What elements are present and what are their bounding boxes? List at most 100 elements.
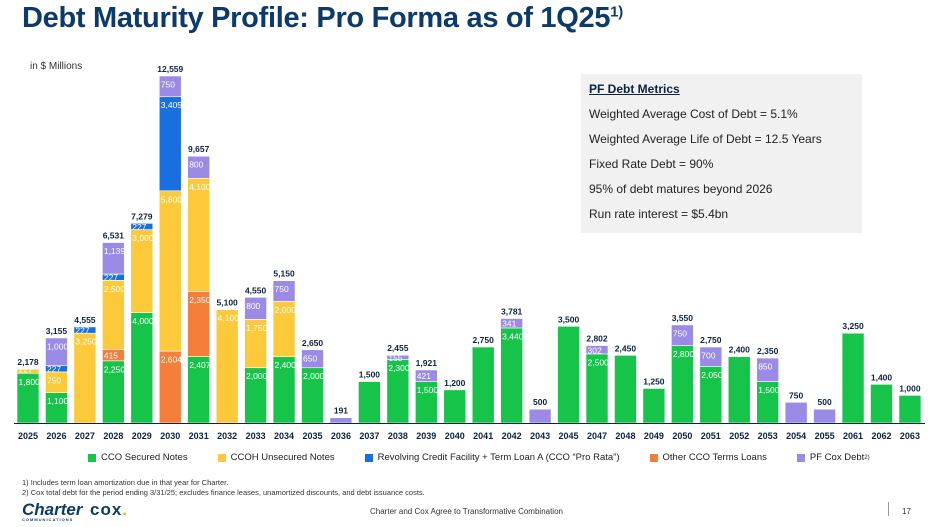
x-tick-label: 2035 (302, 431, 322, 441)
segment-label: 2,400 (275, 360, 297, 370)
bar-segment-cco-secured (358, 381, 381, 424)
bar-segment-cco-secured (500, 327, 523, 424)
legend-swatch-cco-secured (88, 453, 96, 462)
total-label: 2,750 (700, 335, 722, 345)
x-tick-label: 2038 (388, 431, 408, 441)
segment-label: 227 (104, 273, 118, 283)
total-label: 500 (533, 397, 547, 407)
metric-fixed-rate: Fixed Rate Debt = 90% (589, 157, 714, 171)
x-tick-label: 2037 (359, 431, 379, 441)
total-label: 1,250 (643, 376, 665, 386)
total-label: 1,000 (899, 383, 921, 393)
bar-segment-revolver (130, 223, 154, 230)
bar-segment-cox (528, 408, 552, 424)
cox-logo: cox. (90, 500, 129, 519)
segment-label: 227 (75, 326, 89, 336)
total-label: 9,657 (188, 144, 210, 154)
total-label: 12,559 (157, 64, 183, 74)
bar-segment-cox (329, 417, 353, 424)
x-tick-label: 2032 (217, 431, 237, 441)
total-label: 5,150 (273, 269, 295, 279)
bar-segment-ccoh-unsecured (187, 177, 210, 292)
bar-segment-cco-secured (130, 312, 154, 424)
metric-beyond-2026: 95% of debt matures beyond 2026 (589, 182, 773, 196)
legend-item-ccoh-unsecured: CCOH Unsecured Notes (217, 452, 335, 463)
bar-segment-revolver (73, 326, 97, 334)
legend-swatch-cox (796, 453, 805, 462)
segment-label: 2,050 (701, 370, 723, 380)
metric-wald: Weighted Average Life of Debt = 12.5 Yea… (589, 132, 822, 146)
segment-label: 850 (758, 362, 772, 372)
total-label: 3,781 (501, 307, 523, 317)
x-tick-label: 2049 (644, 431, 664, 441)
footnote-1: 1) Includes term loan amortization due i… (22, 478, 229, 487)
bar-segment-cox (187, 155, 210, 179)
segment-label: 750 (275, 284, 289, 294)
segment-label: 2,407 (189, 360, 211, 370)
total-label: 6,531 (103, 231, 125, 241)
x-tick-label: 2026 (46, 431, 66, 441)
bar-segment-cox (45, 337, 68, 366)
segment-label: 2,350 (189, 295, 211, 305)
total-label: 3,155 (46, 326, 68, 336)
total-label: 3,500 (558, 314, 580, 324)
total-label: 2,450 (615, 343, 637, 353)
x-tick-label: 2028 (103, 431, 123, 441)
segment-label: 3,405 (161, 100, 183, 110)
segment-label: 1,000 (47, 341, 69, 351)
legend-item-cox: PF Cox Debt 2) (796, 452, 870, 463)
segment-label: 1,750 (246, 323, 268, 333)
segment-label: 3,000 (132, 233, 154, 243)
total-label: 750 (789, 390, 803, 400)
segment-label: 1,139 (104, 246, 126, 256)
segment-label: 2,500 (104, 284, 126, 294)
footnote-2: 2) Cox total debt for the period ending … (22, 488, 425, 497)
segment-label: 421 (417, 371, 431, 381)
footer-divider (888, 502, 889, 516)
bar-segment-ccoh-unsecured (215, 309, 239, 424)
footnotes: 1) Includes term loan amortization due i… (22, 478, 425, 498)
bar-segment-ccoh-unsecured (158, 190, 182, 352)
debt-maturity-chart: 1,8002272,17820251,1007502271,0003,15520… (14, 64, 925, 441)
page-number: 17 (902, 507, 911, 516)
bar-segment-cco-secured (727, 356, 751, 424)
segment-label: 2,000 (275, 305, 297, 315)
metrics-heading: PF Debt Metrics (589, 82, 680, 96)
bar-segment-cox (414, 369, 438, 382)
segment-label: 800 (246, 301, 260, 311)
x-tick-label: 2029 (132, 431, 152, 441)
x-tick-label: 2063 (900, 431, 920, 441)
segment-label: 5,800 (161, 194, 183, 204)
segment-label: 800 (189, 160, 203, 170)
bar-segment-cox (500, 318, 523, 329)
segment-label: 227 (19, 365, 33, 375)
segment-label: 750 (161, 80, 175, 90)
segment-label: 2,250 (104, 364, 126, 374)
bar-segment-cox (784, 401, 808, 424)
segment-label: 2,000 (246, 371, 268, 381)
legend-item-cco-secured: CCO Secured Notes (88, 452, 188, 463)
x-tick-label: 2062 (871, 431, 891, 441)
segment-label: 750 (673, 328, 687, 338)
legend-swatch-other-cco (649, 453, 658, 462)
segment-label: 1,500 (758, 385, 780, 395)
segment-label: 1,100 (47, 396, 69, 406)
legend-item-revolver: Revolving Credit Facility + Term Loan A … (364, 452, 620, 463)
x-tick-label: 2040 (445, 431, 465, 441)
segment-label: 4,100 (189, 182, 211, 192)
bar-segment-cox (158, 75, 182, 98)
x-tick-label: 2052 (729, 431, 749, 441)
total-label: 2,802 (586, 334, 608, 344)
x-tick-label: 2039 (416, 431, 436, 441)
segment-label: 2,000 (303, 371, 325, 381)
segment-label: 2,500 (588, 357, 610, 367)
x-tick-label: 2025 (18, 431, 38, 441)
total-label: 3,550 (672, 313, 694, 323)
segment-label: 3,440 (502, 331, 524, 341)
legend-item-other-cco: Other CCO Terms Loans (649, 452, 767, 463)
bar-segment-revolver (158, 96, 182, 192)
total-label: 2,455 (387, 343, 409, 353)
segment-label: 155 (388, 353, 402, 363)
x-tick-label: 2048 (615, 431, 635, 441)
segment-label: 1,800 (19, 377, 41, 387)
